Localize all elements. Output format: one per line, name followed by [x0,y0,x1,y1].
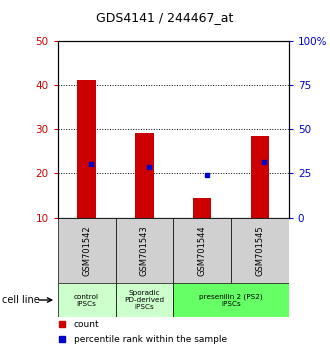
Text: count: count [74,320,100,329]
Bar [173,218,231,283]
Text: GDS4141 / 244467_at: GDS4141 / 244467_at [96,11,234,24]
Text: control
IPSCs: control IPSCs [74,293,99,307]
Text: GSM701542: GSM701542 [82,225,91,276]
Bar [115,283,173,317]
Bar [251,136,269,218]
Text: GSM701544: GSM701544 [198,225,207,276]
Bar [58,283,115,317]
Bar [77,80,96,218]
Text: GSM701543: GSM701543 [140,225,149,276]
Bar [193,198,212,218]
Bar [231,218,289,283]
Text: Sporadic
PD-derived
iPSCs: Sporadic PD-derived iPSCs [124,290,164,310]
Text: GSM701545: GSM701545 [255,225,264,276]
Bar [135,133,154,218]
Text: percentile rank within the sample: percentile rank within the sample [74,335,227,344]
Text: presenilin 2 (PS2)
iPSCs: presenilin 2 (PS2) iPSCs [199,293,263,307]
Bar [58,218,115,283]
Bar [115,218,173,283]
Bar [173,283,289,317]
Text: cell line: cell line [2,295,39,305]
